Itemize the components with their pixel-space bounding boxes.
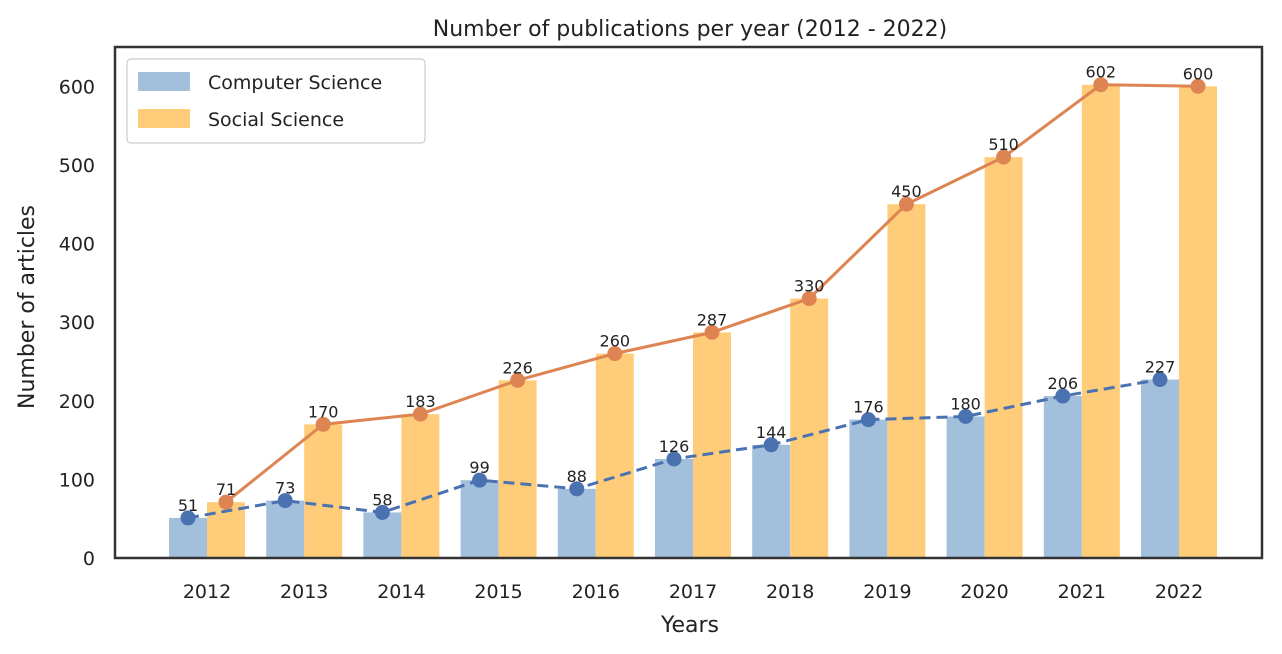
data-label-computer-science-2014: 58 xyxy=(372,490,392,509)
data-label-computer-science-2012: 51 xyxy=(178,496,198,515)
marker-computer-science-2016 xyxy=(569,481,585,497)
y-tick-label-400: 400 xyxy=(59,234,95,256)
data-label-social-science-2014: 183 xyxy=(405,392,436,411)
marker-social-science-2018 xyxy=(801,291,817,307)
marker-social-science-2021 xyxy=(1093,77,1109,93)
marker-social-science-2013 xyxy=(315,416,331,432)
x-tick-label-2012: 2012 xyxy=(183,581,231,603)
plot-frame xyxy=(113,45,1264,560)
data-label-social-science-2012: 71 xyxy=(216,480,236,499)
bar-social-science-2016 xyxy=(595,353,634,558)
bar-social-science-2019 xyxy=(887,204,926,558)
bar-computer-science-2015 xyxy=(460,480,499,558)
y-tick-label-100: 100 xyxy=(59,469,95,491)
y-tick-label-600: 600 xyxy=(59,76,95,98)
x-tick-label-2020: 2020 xyxy=(960,581,1008,603)
data-label-social-science-2022: 600 xyxy=(1183,64,1214,83)
data-label-computer-science-2018: 144 xyxy=(756,423,787,442)
data-label-computer-science-2017: 126 xyxy=(659,437,690,456)
marker-computer-science-2019 xyxy=(860,412,876,428)
data-label-social-science-2018: 330 xyxy=(794,277,825,296)
y-axis-ticks: 0 100 200 300 400 500 600 xyxy=(59,76,95,570)
bar-computer-science-2018 xyxy=(752,444,791,558)
bar-social-science-2013 xyxy=(304,424,343,558)
marker-social-science-2020 xyxy=(996,149,1012,165)
data-label-computer-science-2022: 227 xyxy=(1145,358,1176,377)
bar-computer-science-2013 xyxy=(266,500,305,558)
bar-social-science-2018 xyxy=(790,298,829,558)
x-axis-ticks: 2012 2013 2014 2015 2016 2017 2018 2019 2020 2021… xyxy=(183,581,1203,603)
marker-social-science-2015 xyxy=(510,372,526,388)
data-label-social-science-2015: 226 xyxy=(502,358,533,377)
data-labels-group: 51 73 58 99 88 126 144 176 180 206 227 71 170 183 226 2… xyxy=(178,63,1213,515)
lines-group xyxy=(180,77,1206,526)
bars-group xyxy=(169,84,1217,559)
y-tick-label-300: 300 xyxy=(59,312,95,334)
bar-social-science-2014 xyxy=(401,414,440,558)
marker-computer-science-2012 xyxy=(180,510,196,526)
data-label-computer-science-2016: 88 xyxy=(567,467,587,486)
y-axis-label: Number of articles xyxy=(15,205,40,409)
marker-computer-science-2022 xyxy=(1152,372,1168,388)
bar-computer-science-2020 xyxy=(946,416,985,558)
legend-swatch-computer-science xyxy=(138,72,190,91)
marker-social-science-2017 xyxy=(704,324,720,340)
marker-social-science-2022 xyxy=(1190,78,1206,94)
x-tick-label-2014: 2014 xyxy=(377,581,425,603)
marker-computer-science-2013 xyxy=(277,493,293,509)
legend-label-social-science: Social Science xyxy=(208,109,344,131)
x-tick-label-2022: 2022 xyxy=(1155,581,1203,603)
data-label-social-science-2017: 287 xyxy=(697,310,728,329)
bar-social-science-2020 xyxy=(984,157,1023,559)
x-tick-label-2021: 2021 xyxy=(1058,581,1106,603)
x-tick-label-2019: 2019 xyxy=(863,581,911,603)
x-tick-label-2017: 2017 xyxy=(669,581,717,603)
marker-computer-science-2015 xyxy=(472,472,488,488)
data-label-social-science-2020: 510 xyxy=(988,135,1019,154)
bar-social-science-2022 xyxy=(1179,86,1217,559)
data-label-social-science-2013: 170 xyxy=(308,402,339,421)
marker-social-science-2016 xyxy=(607,346,623,362)
marker-computer-science-2021 xyxy=(1055,388,1071,404)
bar-social-science-2021 xyxy=(1081,84,1120,558)
x-tick-label-2018: 2018 xyxy=(766,581,814,603)
x-axis-label: Years xyxy=(660,613,719,638)
legend-label-computer-science: Computer Science xyxy=(208,72,382,94)
marker-computer-science-2020 xyxy=(958,408,974,424)
legend-swatch-social-science xyxy=(138,109,190,128)
data-label-social-science-2019: 450 xyxy=(891,182,922,201)
bar-social-science-2017 xyxy=(693,332,731,558)
marker-social-science-2014 xyxy=(412,406,428,422)
bar-computer-science-2021 xyxy=(1043,396,1082,558)
y-tick-label-0: 0 xyxy=(83,548,95,570)
legend-box xyxy=(126,58,426,144)
y-tick-label-200: 200 xyxy=(59,391,95,413)
legend: Computer Science Social Science xyxy=(126,58,426,144)
marker-computer-science-2017 xyxy=(666,451,682,467)
data-label-computer-science-2020: 180 xyxy=(950,394,981,413)
data-label-computer-science-2013: 73 xyxy=(275,479,295,498)
data-label-social-science-2021: 602 xyxy=(1086,63,1117,82)
marker-computer-science-2018 xyxy=(763,437,779,453)
chart-title: Number of publications per year (2012 - … xyxy=(433,17,948,42)
data-label-computer-science-2021: 206 xyxy=(1048,374,1079,393)
y-tick-label-500: 500 xyxy=(59,155,95,177)
marker-social-science-2019 xyxy=(898,196,914,212)
x-tick-label-2016: 2016 xyxy=(572,581,620,603)
bar-computer-science-2022 xyxy=(1141,379,1179,558)
x-tick-label-2013: 2013 xyxy=(280,581,328,603)
data-label-computer-science-2019: 176 xyxy=(853,398,884,417)
data-label-computer-science-2015: 99 xyxy=(469,458,489,477)
bar-social-science-2015 xyxy=(498,380,537,558)
bar-computer-science-2017 xyxy=(655,458,693,558)
marker-computer-science-2014 xyxy=(374,504,390,520)
marker-social-science-2012 xyxy=(218,494,234,510)
bar-computer-science-2016 xyxy=(557,488,596,558)
bar-computer-science-2014 xyxy=(363,512,402,558)
bar-computer-science-2019 xyxy=(849,419,888,558)
data-label-social-science-2016: 260 xyxy=(600,332,631,351)
x-tick-label-2015: 2015 xyxy=(474,581,522,603)
